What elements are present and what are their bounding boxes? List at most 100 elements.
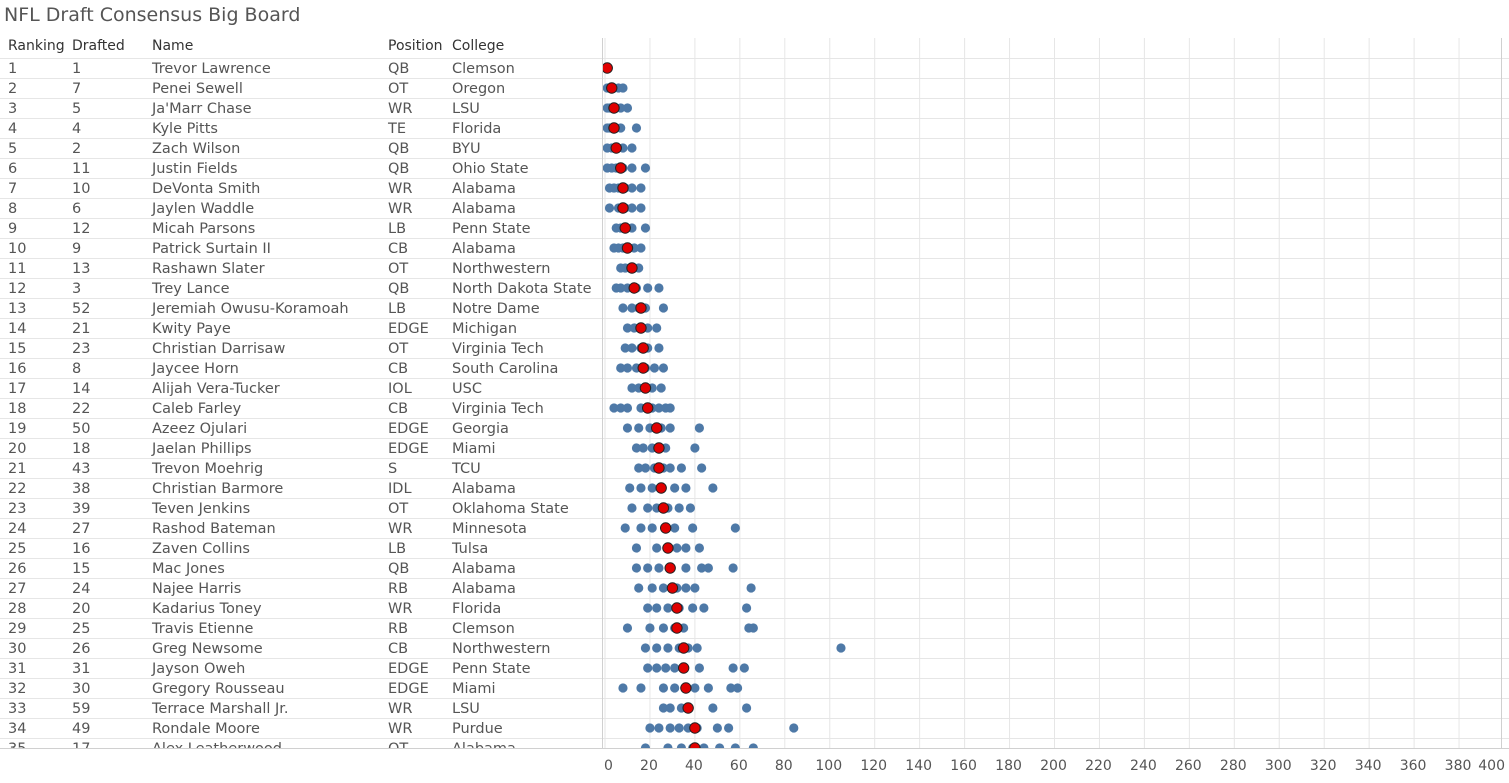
expert-rank-point[interactable] bbox=[741, 603, 752, 613]
consensus-rank-point[interactable] bbox=[666, 582, 679, 594]
expert-rank-point[interactable] bbox=[631, 543, 642, 553]
table-row[interactable]: 25 16 Zaven Collins LB Tulsa bbox=[0, 538, 1509, 558]
consensus-rank-point[interactable] bbox=[671, 602, 683, 614]
expert-rank-point[interactable] bbox=[789, 723, 799, 733]
consensus-rank-point[interactable] bbox=[617, 182, 629, 194]
table-row[interactable]: 3 5 Ja'Marr Chase WR LSU bbox=[0, 98, 1509, 118]
expert-rank-point[interactable] bbox=[658, 623, 669, 633]
expert-rank-point[interactable] bbox=[694, 543, 704, 553]
table-row[interactable]: 2 7 Penei Sewell OT Oregon bbox=[0, 78, 1509, 98]
expert-rank-point[interactable] bbox=[654, 403, 664, 413]
expert-rank-point[interactable] bbox=[663, 643, 673, 653]
expert-rank-point[interactable] bbox=[640, 223, 651, 233]
expert-rank-point[interactable] bbox=[622, 403, 633, 413]
expert-rank-point[interactable] bbox=[645, 723, 655, 733]
table-row[interactable]: 27 24 Najee Harris RB Alabama bbox=[0, 578, 1509, 598]
expert-rank-point[interactable] bbox=[622, 363, 633, 373]
expert-rank-point[interactable] bbox=[728, 563, 738, 573]
expert-rank-point[interactable] bbox=[622, 623, 633, 633]
expert-rank-point[interactable] bbox=[699, 743, 709, 748]
consensus-rank-point[interactable] bbox=[682, 702, 694, 714]
expert-rank-point[interactable] bbox=[688, 523, 698, 533]
consensus-rank-point[interactable] bbox=[621, 242, 634, 254]
table-row[interactable]: 18 22 Caleb Farley CB Virginia Tech bbox=[0, 398, 1509, 418]
expert-rank-point[interactable] bbox=[703, 683, 713, 693]
table-row[interactable]: 22 38 Christian Barmore IDL Alabama bbox=[0, 478, 1509, 498]
expert-rank-point[interactable] bbox=[643, 663, 653, 673]
expert-rank-point[interactable] bbox=[663, 603, 673, 613]
consensus-rank-point[interactable] bbox=[664, 562, 676, 574]
expert-rank-point[interactable] bbox=[730, 523, 740, 533]
consensus-rank-point[interactable] bbox=[619, 222, 631, 234]
expert-rank-point[interactable] bbox=[708, 483, 718, 493]
expert-rank-point[interactable] bbox=[658, 683, 669, 693]
expert-rank-point[interactable] bbox=[670, 663, 680, 673]
table-row[interactable]: 7 10 DeVonta Smith WR Alabama bbox=[0, 178, 1509, 198]
expert-rank-point[interactable] bbox=[618, 683, 628, 693]
expert-rank-point[interactable] bbox=[685, 503, 696, 513]
table-row[interactable]: 34 49 Rondale Moore WR Purdue bbox=[0, 718, 1509, 738]
expert-rank-point[interactable] bbox=[656, 383, 666, 393]
consensus-rank-point[interactable] bbox=[610, 142, 622, 154]
expert-rank-point[interactable] bbox=[627, 383, 637, 393]
expert-rank-point[interactable] bbox=[640, 163, 651, 173]
expert-rank-point[interactable] bbox=[697, 463, 707, 473]
expert-rank-point[interactable] bbox=[636, 523, 646, 533]
expert-rank-point[interactable] bbox=[663, 743, 673, 748]
expert-rank-point[interactable] bbox=[681, 563, 691, 573]
table-row[interactable]: 20 18 Jaelan Phillips EDGE Miami bbox=[0, 438, 1509, 458]
expert-rank-point[interactable] bbox=[622, 423, 633, 433]
consensus-rank-point[interactable] bbox=[650, 422, 663, 434]
expert-rank-point[interactable] bbox=[631, 443, 642, 453]
expert-rank-point[interactable] bbox=[636, 483, 646, 493]
table-row[interactable]: 35 17 Alex Leatherwood OT Alabama bbox=[0, 738, 1509, 748]
expert-rank-point[interactable] bbox=[665, 403, 675, 413]
expert-rank-point[interactable] bbox=[627, 343, 637, 353]
expert-rank-point[interactable] bbox=[676, 743, 687, 748]
expert-rank-point[interactable] bbox=[638, 443, 648, 453]
header-name[interactable]: Name bbox=[152, 38, 194, 54]
expert-rank-point[interactable] bbox=[712, 723, 722, 733]
expert-rank-point[interactable] bbox=[670, 483, 680, 493]
expert-rank-point[interactable] bbox=[634, 583, 644, 593]
expert-rank-point[interactable] bbox=[645, 623, 655, 633]
expert-rank-point[interactable] bbox=[674, 503, 684, 513]
consensus-rank-point[interactable] bbox=[635, 302, 647, 314]
table-row[interactable]: 13 52 Jeremiah Owusu-Koramoah LB Notre Dame bbox=[0, 298, 1509, 318]
consensus-rank-point[interactable] bbox=[642, 402, 654, 414]
expert-rank-point[interactable] bbox=[748, 623, 758, 633]
expert-rank-point[interactable] bbox=[654, 723, 664, 733]
expert-rank-point[interactable] bbox=[622, 103, 633, 113]
expert-rank-point[interactable] bbox=[640, 743, 651, 748]
expert-rank-point[interactable] bbox=[654, 343, 664, 353]
consensus-rank-point[interactable] bbox=[635, 322, 647, 334]
consensus-rank-point[interactable] bbox=[677, 662, 690, 674]
expert-rank-point[interactable] bbox=[634, 463, 644, 473]
expert-rank-point[interactable] bbox=[643, 603, 653, 613]
expert-rank-point[interactable] bbox=[665, 703, 675, 713]
expert-rank-point[interactable] bbox=[708, 703, 718, 713]
expert-rank-point[interactable] bbox=[670, 683, 680, 693]
expert-rank-point[interactable] bbox=[604, 203, 615, 213]
consensus-rank-point[interactable] bbox=[671, 622, 683, 634]
expert-rank-point[interactable] bbox=[699, 603, 709, 613]
expert-rank-point[interactable] bbox=[640, 643, 651, 653]
consensus-rank-point[interactable] bbox=[657, 502, 670, 514]
expert-rank-point[interactable] bbox=[616, 363, 626, 373]
expert-rank-point[interactable] bbox=[652, 663, 662, 673]
expert-rank-point[interactable] bbox=[681, 583, 691, 593]
table-row[interactable]: 4 4 Kyle Pitts TE Florida bbox=[0, 118, 1509, 138]
expert-rank-point[interactable] bbox=[739, 663, 749, 673]
consensus-rank-point[interactable] bbox=[626, 262, 638, 274]
expert-rank-point[interactable] bbox=[658, 703, 669, 713]
expert-rank-point[interactable] bbox=[681, 543, 691, 553]
expert-rank-point[interactable] bbox=[728, 663, 738, 673]
expert-rank-point[interactable] bbox=[715, 743, 725, 748]
expert-rank-point[interactable] bbox=[730, 743, 740, 748]
table-row[interactable]: 12 3 Trey Lance QB North Dakota State bbox=[0, 278, 1509, 298]
expert-rank-point[interactable] bbox=[658, 583, 669, 593]
expert-rank-point[interactable] bbox=[670, 523, 680, 533]
header-position[interactable]: Position bbox=[388, 38, 443, 54]
table-row[interactable]: 21 43 Trevon Moehrig S TCU bbox=[0, 458, 1509, 478]
consensus-rank-point[interactable] bbox=[603, 62, 613, 74]
